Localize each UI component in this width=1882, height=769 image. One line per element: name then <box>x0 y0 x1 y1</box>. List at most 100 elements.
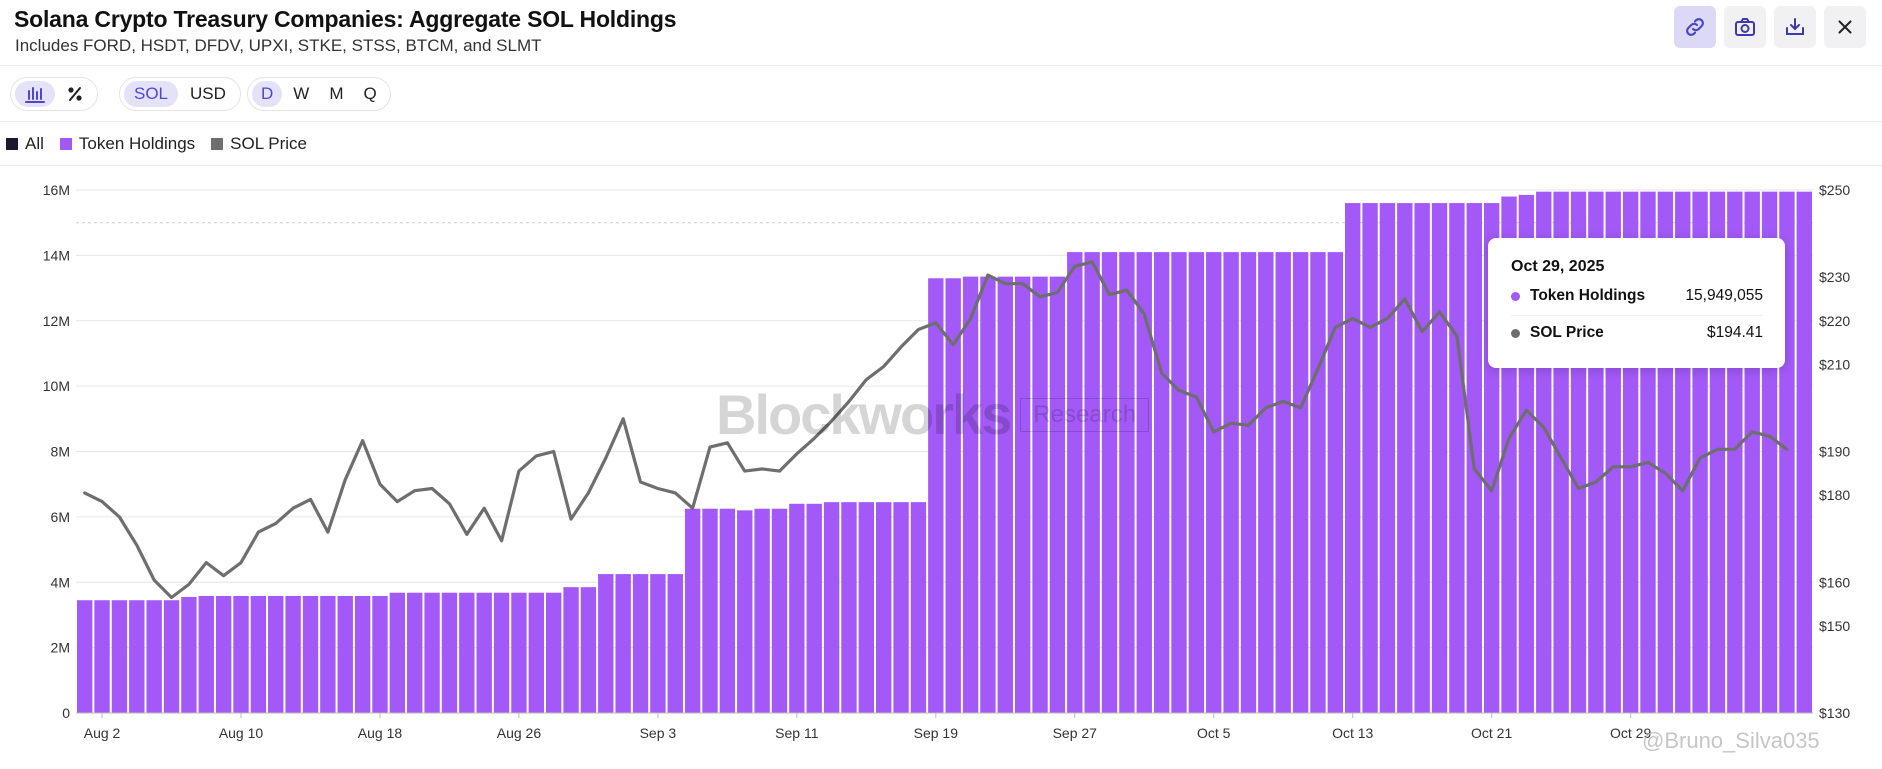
holdings-bar[interactable] <box>233 595 249 713</box>
holdings-bar[interactable] <box>1431 203 1448 713</box>
holdings-bar[interactable] <box>893 502 909 713</box>
holdings-bar[interactable] <box>719 508 736 713</box>
interval-week-toggle[interactable]: W <box>293 84 310 103</box>
holdings-bar[interactable] <box>962 276 979 713</box>
holdings-bar[interactable] <box>945 278 961 713</box>
holdings-bar[interactable] <box>737 510 753 713</box>
holdings-bar[interactable] <box>1136 252 1152 713</box>
holdings-bar[interactable] <box>459 592 475 713</box>
unit-usd-toggle[interactable]: USD <box>190 84 226 103</box>
holdings-bar[interactable] <box>876 502 892 713</box>
interval-day-toggle[interactable]: D <box>252 81 283 107</box>
holdings-bar[interactable] <box>1796 191 1812 713</box>
holdings-bar[interactable] <box>94 600 110 713</box>
holdings-bar[interactable] <box>928 278 944 713</box>
holdings-bar[interactable] <box>1119 252 1135 713</box>
holdings-bar[interactable] <box>684 508 701 713</box>
holdings-bar[interactable] <box>111 600 128 713</box>
unit-sol-toggle[interactable]: SOL <box>124 81 179 107</box>
holdings-bar[interactable] <box>511 592 527 713</box>
holdings-bar[interactable] <box>754 508 770 713</box>
tooltip-date: Oct 29, 2025 <box>1511 258 1605 275</box>
holdings-bar[interactable] <box>1345 203 1361 713</box>
holdings-bar[interactable] <box>1310 252 1326 713</box>
holdings-bar[interactable] <box>667 574 683 713</box>
holdings-bar[interactable] <box>1101 252 1118 713</box>
holdings-bar[interactable] <box>302 595 319 713</box>
holdings-bar[interactable] <box>1171 252 1187 713</box>
bar-view-toggle[interactable] <box>15 81 55 107</box>
holdings-bar[interactable] <box>632 574 649 713</box>
close-button[interactable] <box>1824 6 1866 48</box>
holdings-bar[interactable] <box>563 587 579 713</box>
holdings-bar[interactable] <box>615 574 631 713</box>
holdings-bar[interactable] <box>1240 252 1257 713</box>
holdings-bar[interactable] <box>771 508 788 713</box>
sol-price-line[interactable] <box>83 260 1789 600</box>
holdings-bar[interactable] <box>1032 276 1048 713</box>
holdings-bar[interactable] <box>1362 203 1378 713</box>
holdings-bar[interactable] <box>789 503 805 713</box>
holdings-bar[interactable] <box>285 595 301 713</box>
holdings-bar[interactable] <box>1449 203 1465 713</box>
holdings-bar[interactable] <box>1397 203 1413 713</box>
holdings-bar[interactable] <box>1258 252 1274 713</box>
holdings-bar[interactable] <box>528 592 544 713</box>
interval-quarter-toggle[interactable]: Q <box>363 84 377 103</box>
left-axis-tick: 12M <box>43 313 70 329</box>
holdings-bar[interactable] <box>580 587 597 713</box>
holdings-bar[interactable] <box>1414 203 1430 713</box>
interval-toggle-group: D W M Q <box>247 77 391 111</box>
holdings-bar[interactable] <box>1206 252 1222 713</box>
holdings-bar[interactable] <box>650 574 666 713</box>
holdings-bar[interactable] <box>163 600 180 713</box>
holdings-bar[interactable] <box>268 595 284 713</box>
holdings-bar[interactable] <box>1223 252 1239 713</box>
holdings-bar[interactable] <box>1188 252 1205 713</box>
holdings-bar[interactable] <box>598 574 614 713</box>
legend-item-sol-price[interactable]: SOL Price <box>211 134 307 154</box>
holdings-bar[interactable] <box>1379 203 1396 713</box>
holdings-bar[interactable] <box>823 502 840 713</box>
holdings-bar[interactable] <box>320 595 336 713</box>
holdings-bar[interactable] <box>407 592 423 713</box>
holdings-bar[interactable] <box>1084 252 1100 713</box>
percent-view-toggle[interactable] <box>57 81 93 107</box>
holdings-bar[interactable] <box>337 595 353 713</box>
holdings-bar[interactable] <box>493 592 510 713</box>
holdings-bar[interactable] <box>841 502 857 713</box>
holdings-bar[interactable] <box>910 502 927 713</box>
holdings-bar[interactable] <box>1327 252 1344 713</box>
holdings-bar[interactable] <box>858 502 875 713</box>
screenshot-button[interactable] <box>1724 6 1766 48</box>
holdings-bar[interactable] <box>354 595 371 713</box>
holdings-bar[interactable] <box>77 600 93 713</box>
holdings-bar[interactable] <box>129 600 145 713</box>
holdings-bar[interactable] <box>181 596 197 713</box>
download-button[interactable] <box>1774 6 1816 48</box>
legend-item-token-holdings[interactable]: Token Holdings <box>59 134 195 154</box>
holdings-bar[interactable] <box>198 595 214 713</box>
holdings-bar[interactable] <box>389 592 406 713</box>
holdings-bar[interactable] <box>146 600 162 713</box>
holdings-bar[interactable] <box>1049 276 1066 713</box>
holdings-bar[interactable] <box>997 276 1013 713</box>
holdings-bar[interactable] <box>1067 252 1083 713</box>
holdings-bar[interactable] <box>1014 276 1031 713</box>
copy-link-button[interactable] <box>1674 6 1716 48</box>
holdings-bar[interactable] <box>250 595 267 713</box>
holdings-bar[interactable] <box>1275 252 1291 713</box>
holdings-bar[interactable] <box>702 508 718 713</box>
holdings-bar[interactable] <box>1153 252 1170 713</box>
holdings-bar[interactable] <box>545 592 562 713</box>
holdings-bar[interactable] <box>1292 252 1309 713</box>
holdings-bar[interactable] <box>980 276 996 713</box>
holdings-bar[interactable] <box>806 503 822 713</box>
interval-month-toggle[interactable]: M <box>329 84 344 103</box>
holdings-bar[interactable] <box>441 592 458 713</box>
holdings-bar[interactable] <box>424 592 440 713</box>
legend-item-all[interactable]: All <box>6 134 44 154</box>
holdings-bar[interactable] <box>372 595 388 713</box>
holdings-bar[interactable] <box>476 592 492 713</box>
holdings-bar[interactable] <box>215 595 232 713</box>
